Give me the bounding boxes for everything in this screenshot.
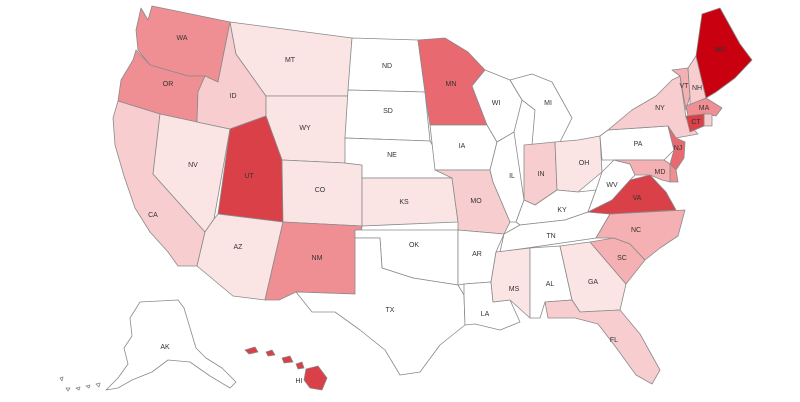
state-il[interactable] xyxy=(489,131,525,223)
state-label-mi: MI xyxy=(544,100,552,107)
state-label-hi: HI xyxy=(296,378,303,385)
state-label-wi: WI xyxy=(492,100,501,107)
state-label-mo: MO xyxy=(470,198,482,205)
state-label-ks: KS xyxy=(399,199,409,206)
state-label-md: MD xyxy=(655,169,666,176)
state-label-nm: NM xyxy=(312,255,323,262)
state-label-ct: CT xyxy=(691,119,701,126)
state-label-nv: NV xyxy=(188,162,198,169)
state-label-sd: SD xyxy=(383,108,393,115)
state-label-nh: NH xyxy=(692,85,702,92)
state-label-ar: AR xyxy=(472,251,482,258)
state-label-nc: NC xyxy=(631,227,641,234)
state-label-ms: MS xyxy=(509,286,520,293)
state-ak[interactable] xyxy=(105,299,237,391)
state-ak-islands xyxy=(59,376,101,392)
state-wi[interactable] xyxy=(471,69,523,143)
state-label-ak: AK xyxy=(160,344,170,351)
state-label-wv: WV xyxy=(606,182,618,189)
state-label-pa: PA xyxy=(634,141,643,148)
state-label-me: ME xyxy=(715,47,726,54)
state-label-tn: TN xyxy=(546,233,555,240)
state-label-mn: MN xyxy=(446,81,457,88)
state-label-in: IN xyxy=(538,171,545,178)
state-label-oh: OH xyxy=(579,160,590,167)
state-tx[interactable] xyxy=(295,237,466,376)
state-hi[interactable] xyxy=(244,346,328,391)
state-label-ma: MA xyxy=(699,105,710,112)
state-ks[interactable] xyxy=(361,177,459,227)
state-label-vt: VT xyxy=(680,83,690,90)
state-label-la: LA xyxy=(481,311,490,318)
state-label-wy: WY xyxy=(299,125,311,132)
state-label-ky: KY xyxy=(557,207,567,214)
state-label-nd: ND xyxy=(382,63,392,70)
state-ct[interactable] xyxy=(685,113,705,133)
state-label-ga: GA xyxy=(588,279,598,286)
state-label-fl: FL xyxy=(610,337,618,344)
state-label-ne: NE xyxy=(387,152,397,159)
state-label-tx: TX xyxy=(386,307,395,314)
state-label-ca: CA xyxy=(148,212,158,219)
state-label-ut: UT xyxy=(244,173,254,180)
state-label-nj: NJ xyxy=(674,145,683,152)
state-label-id: ID xyxy=(230,93,237,100)
state-label-ia: IA xyxy=(459,143,466,150)
state-label-co: CO xyxy=(315,187,326,194)
state-sd[interactable] xyxy=(344,89,431,142)
state-label-il: IL xyxy=(509,173,515,180)
state-md[interactable] xyxy=(613,159,671,183)
state-label-or: OR xyxy=(163,81,174,88)
state-me[interactable] xyxy=(695,7,753,99)
state-nj[interactable] xyxy=(667,125,686,171)
state-label-ny: NY xyxy=(655,105,665,112)
state-label-wa: WA xyxy=(176,35,187,42)
state-ri[interactable] xyxy=(703,113,713,127)
state-label-va: VA xyxy=(633,195,642,202)
state-label-sc: SC xyxy=(617,255,627,262)
state-label-al: AL xyxy=(546,281,555,288)
state-label-ok: OK xyxy=(409,242,419,249)
state-vt[interactable] xyxy=(671,67,691,111)
state-label-mt: MT xyxy=(285,57,296,64)
state-label-az: AZ xyxy=(234,244,244,251)
state-fl[interactable] xyxy=(544,299,661,385)
